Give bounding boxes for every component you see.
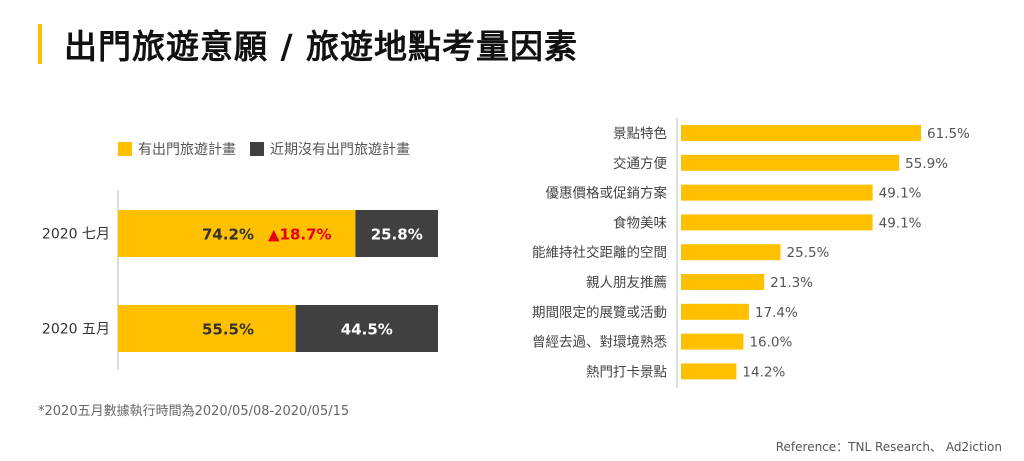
growth-annotation: ▲18.7% bbox=[268, 226, 332, 244]
factor-bar-2 bbox=[681, 184, 873, 201]
factor-value-5: 21.3% bbox=[770, 275, 813, 291]
factor-label-5: 親人朋友推薦 bbox=[586, 275, 667, 291]
legend-label-no-plan: 近期沒有出門旅遊計畫 bbox=[270, 142, 410, 158]
factor-bar-0 bbox=[681, 125, 921, 141]
factor-bar-1 bbox=[681, 154, 900, 171]
factor-value-7: 16.0% bbox=[749, 335, 792, 351]
stacked-bar-label-0-0: 74.2% bbox=[202, 226, 254, 244]
factor-bar-7 bbox=[681, 333, 744, 350]
footnote: *2020五月數據執行時間為2020/05/08-2020/05/15 bbox=[38, 404, 350, 419]
factor-value-0: 61.5% bbox=[927, 126, 970, 142]
factor-bar-8 bbox=[681, 363, 737, 380]
factor-label-4: 能維持社交距離的空間 bbox=[532, 244, 667, 261]
legend-item-no-plan: 近期沒有出門旅遊計畫 bbox=[250, 139, 410, 159]
factor-value-8: 14.2% bbox=[742, 364, 785, 380]
chart-legend: 有出門旅遊計畫 近期沒有出門旅遊計畫 bbox=[118, 139, 424, 159]
category-label-0: 2020 七月 bbox=[42, 227, 110, 243]
category-label-1: 2020 五月 bbox=[42, 322, 110, 338]
factor-bar-5 bbox=[681, 274, 765, 290]
factor-value-3: 49.1% bbox=[879, 215, 922, 231]
factor-label-0: 景點特色 bbox=[613, 125, 667, 142]
factor-value-6: 17.4% bbox=[755, 305, 798, 321]
stacked-bar-label-1-1: 44.5% bbox=[341, 321, 393, 339]
legend-swatch-no-plan bbox=[250, 142, 264, 156]
legend-swatch-plan bbox=[118, 142, 132, 156]
title-accent-bar bbox=[38, 24, 42, 64]
stacked-bar-label-1-0: 55.5% bbox=[202, 321, 254, 339]
factor-label-2: 優惠價格或促銷方案 bbox=[546, 185, 668, 202]
stacked-bar-label-0-1: 25.8% bbox=[371, 226, 423, 244]
factor-bar-3 bbox=[681, 214, 873, 231]
factor-bar-6 bbox=[681, 303, 749, 320]
factor-value-2: 49.1% bbox=[879, 186, 922, 202]
factor-label-3: 食物美味 bbox=[613, 214, 667, 231]
stacked-bar-1-1 bbox=[295, 305, 438, 352]
page-title: 出門旅遊意願 / 旅遊地點考量因素 bbox=[64, 27, 579, 66]
factor-value-4: 25.5% bbox=[787, 245, 830, 261]
reference: Reference：TNL Research、 Ad2iction bbox=[775, 440, 1002, 454]
factor-label-1: 交通方便 bbox=[613, 155, 667, 172]
legend-label-plan: 有出門旅遊計畫 bbox=[138, 142, 236, 158]
factor-label-6: 期間限定的展覽或活動 bbox=[532, 305, 667, 321]
factor-label-7: 曾經去過、對環境熟悉 bbox=[532, 335, 667, 351]
legend-item-plan: 有出門旅遊計畫 bbox=[118, 139, 236, 159]
stacked-bar-0-0 bbox=[118, 210, 356, 257]
factor-label-8: 熱門打卡景點 bbox=[586, 363, 667, 380]
factor-bar-4 bbox=[681, 244, 781, 261]
stacked-bar-0-1 bbox=[355, 210, 438, 257]
stacked-bar-1-0 bbox=[118, 305, 296, 352]
factor-value-1: 55.9% bbox=[905, 156, 948, 172]
